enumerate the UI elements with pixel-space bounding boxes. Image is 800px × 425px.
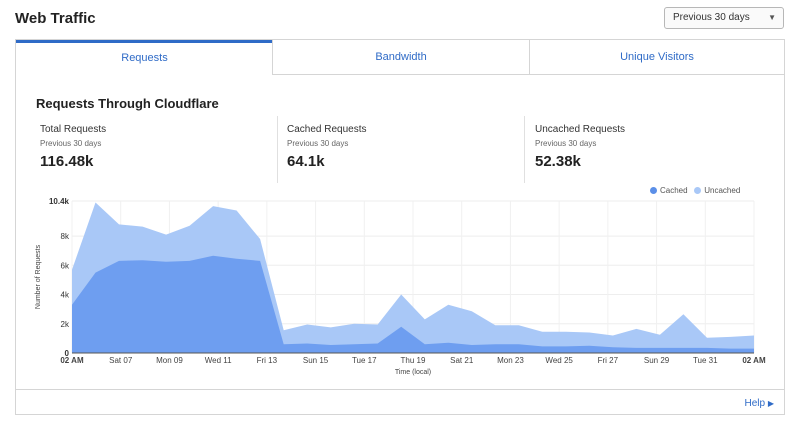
date-range-select[interactable]: Previous 30 days ▼ <box>664 7 784 29</box>
tab-bar: Requests Bandwidth Unique Visitors <box>16 40 784 75</box>
y-tick-label: 10.4k <box>49 197 70 206</box>
date-range-value: Previous 30 days <box>673 12 750 23</box>
stat-value: 52.38k <box>535 153 581 170</box>
x-tick-label: Mon 09 <box>156 356 183 365</box>
stat-period: Previous 30 days <box>535 139 597 148</box>
stat-period: Previous 30 days <box>287 139 349 148</box>
x-tick-label: Wed 25 <box>545 356 573 365</box>
x-tick-label: 02 AM <box>60 356 84 365</box>
stat-total-requests: Total Requests Previous 30 days 116.48k <box>40 124 280 170</box>
x-tick-label: Sat 07 <box>109 356 133 365</box>
y-tick-label: 2k <box>61 320 70 329</box>
stat-value: 64.1k <box>287 153 325 170</box>
divider <box>277 116 278 183</box>
x-tick-label: Fri 13 <box>257 356 278 365</box>
x-axis-title: Time (local) <box>395 369 431 376</box>
traffic-card: Requests Bandwidth Unique Visitors Reque… <box>15 39 785 415</box>
x-tick-label: Mon 23 <box>497 356 524 365</box>
tab-unique-visitors[interactable]: Unique Visitors <box>529 40 784 75</box>
chart-legend: Cached Uncached <box>650 186 740 195</box>
y-tick-label: 8k <box>61 232 70 241</box>
tab-bandwidth[interactable]: Bandwidth <box>272 40 529 75</box>
help-link[interactable]: Help ▶ <box>744 398 774 409</box>
caret-right-icon: ▶ <box>767 399 774 408</box>
x-tick-label: Thu 19 <box>401 356 426 365</box>
x-tick-label: Fri 27 <box>598 356 619 365</box>
y-tick-label: 0 <box>65 349 70 358</box>
y-tick-label: 6k <box>61 261 70 270</box>
stat-label: Cached Requests <box>287 124 367 135</box>
x-tick-label: 02 AM <box>742 356 766 365</box>
legend-label-cached: Cached <box>660 186 688 195</box>
series-area-cached <box>72 255 754 353</box>
page-title: Web Traffic <box>15 10 96 27</box>
x-tick-label: Sat 21 <box>450 356 474 365</box>
stat-period: Previous 30 days <box>40 139 102 148</box>
stat-cached-requests: Cached Requests Previous 30 days 64.1k <box>287 124 527 170</box>
chevron-down-icon: ▼ <box>768 13 776 22</box>
x-tick-label: Tue 31 <box>693 356 718 365</box>
x-tick-label: Sun 29 <box>644 356 670 365</box>
legend-swatch-cached <box>650 187 657 194</box>
y-tick-label: 4k <box>61 291 70 300</box>
footer-divider <box>16 389 784 390</box>
help-label: Help <box>744 398 766 409</box>
section-title: Requests Through Cloudflare <box>36 96 219 111</box>
stat-uncached-requests: Uncached Requests Previous 30 days 52.38… <box>535 124 775 170</box>
stat-label: Total Requests <box>40 124 107 135</box>
x-tick-label: Tue 17 <box>352 356 377 365</box>
x-tick-label: Sun 15 <box>303 356 329 365</box>
stat-label: Uncached Requests <box>535 124 626 135</box>
stat-value: 116.48k <box>40 153 94 170</box>
x-tick-label: Wed 11 <box>205 356 232 365</box>
legend-swatch-uncached <box>694 187 702 194</box>
tab-requests[interactable]: Requests <box>16 40 273 75</box>
y-axis-title: Number of Requests <box>35 244 42 309</box>
divider <box>524 116 525 183</box>
legend-label-uncached: Uncached <box>704 186 741 195</box>
